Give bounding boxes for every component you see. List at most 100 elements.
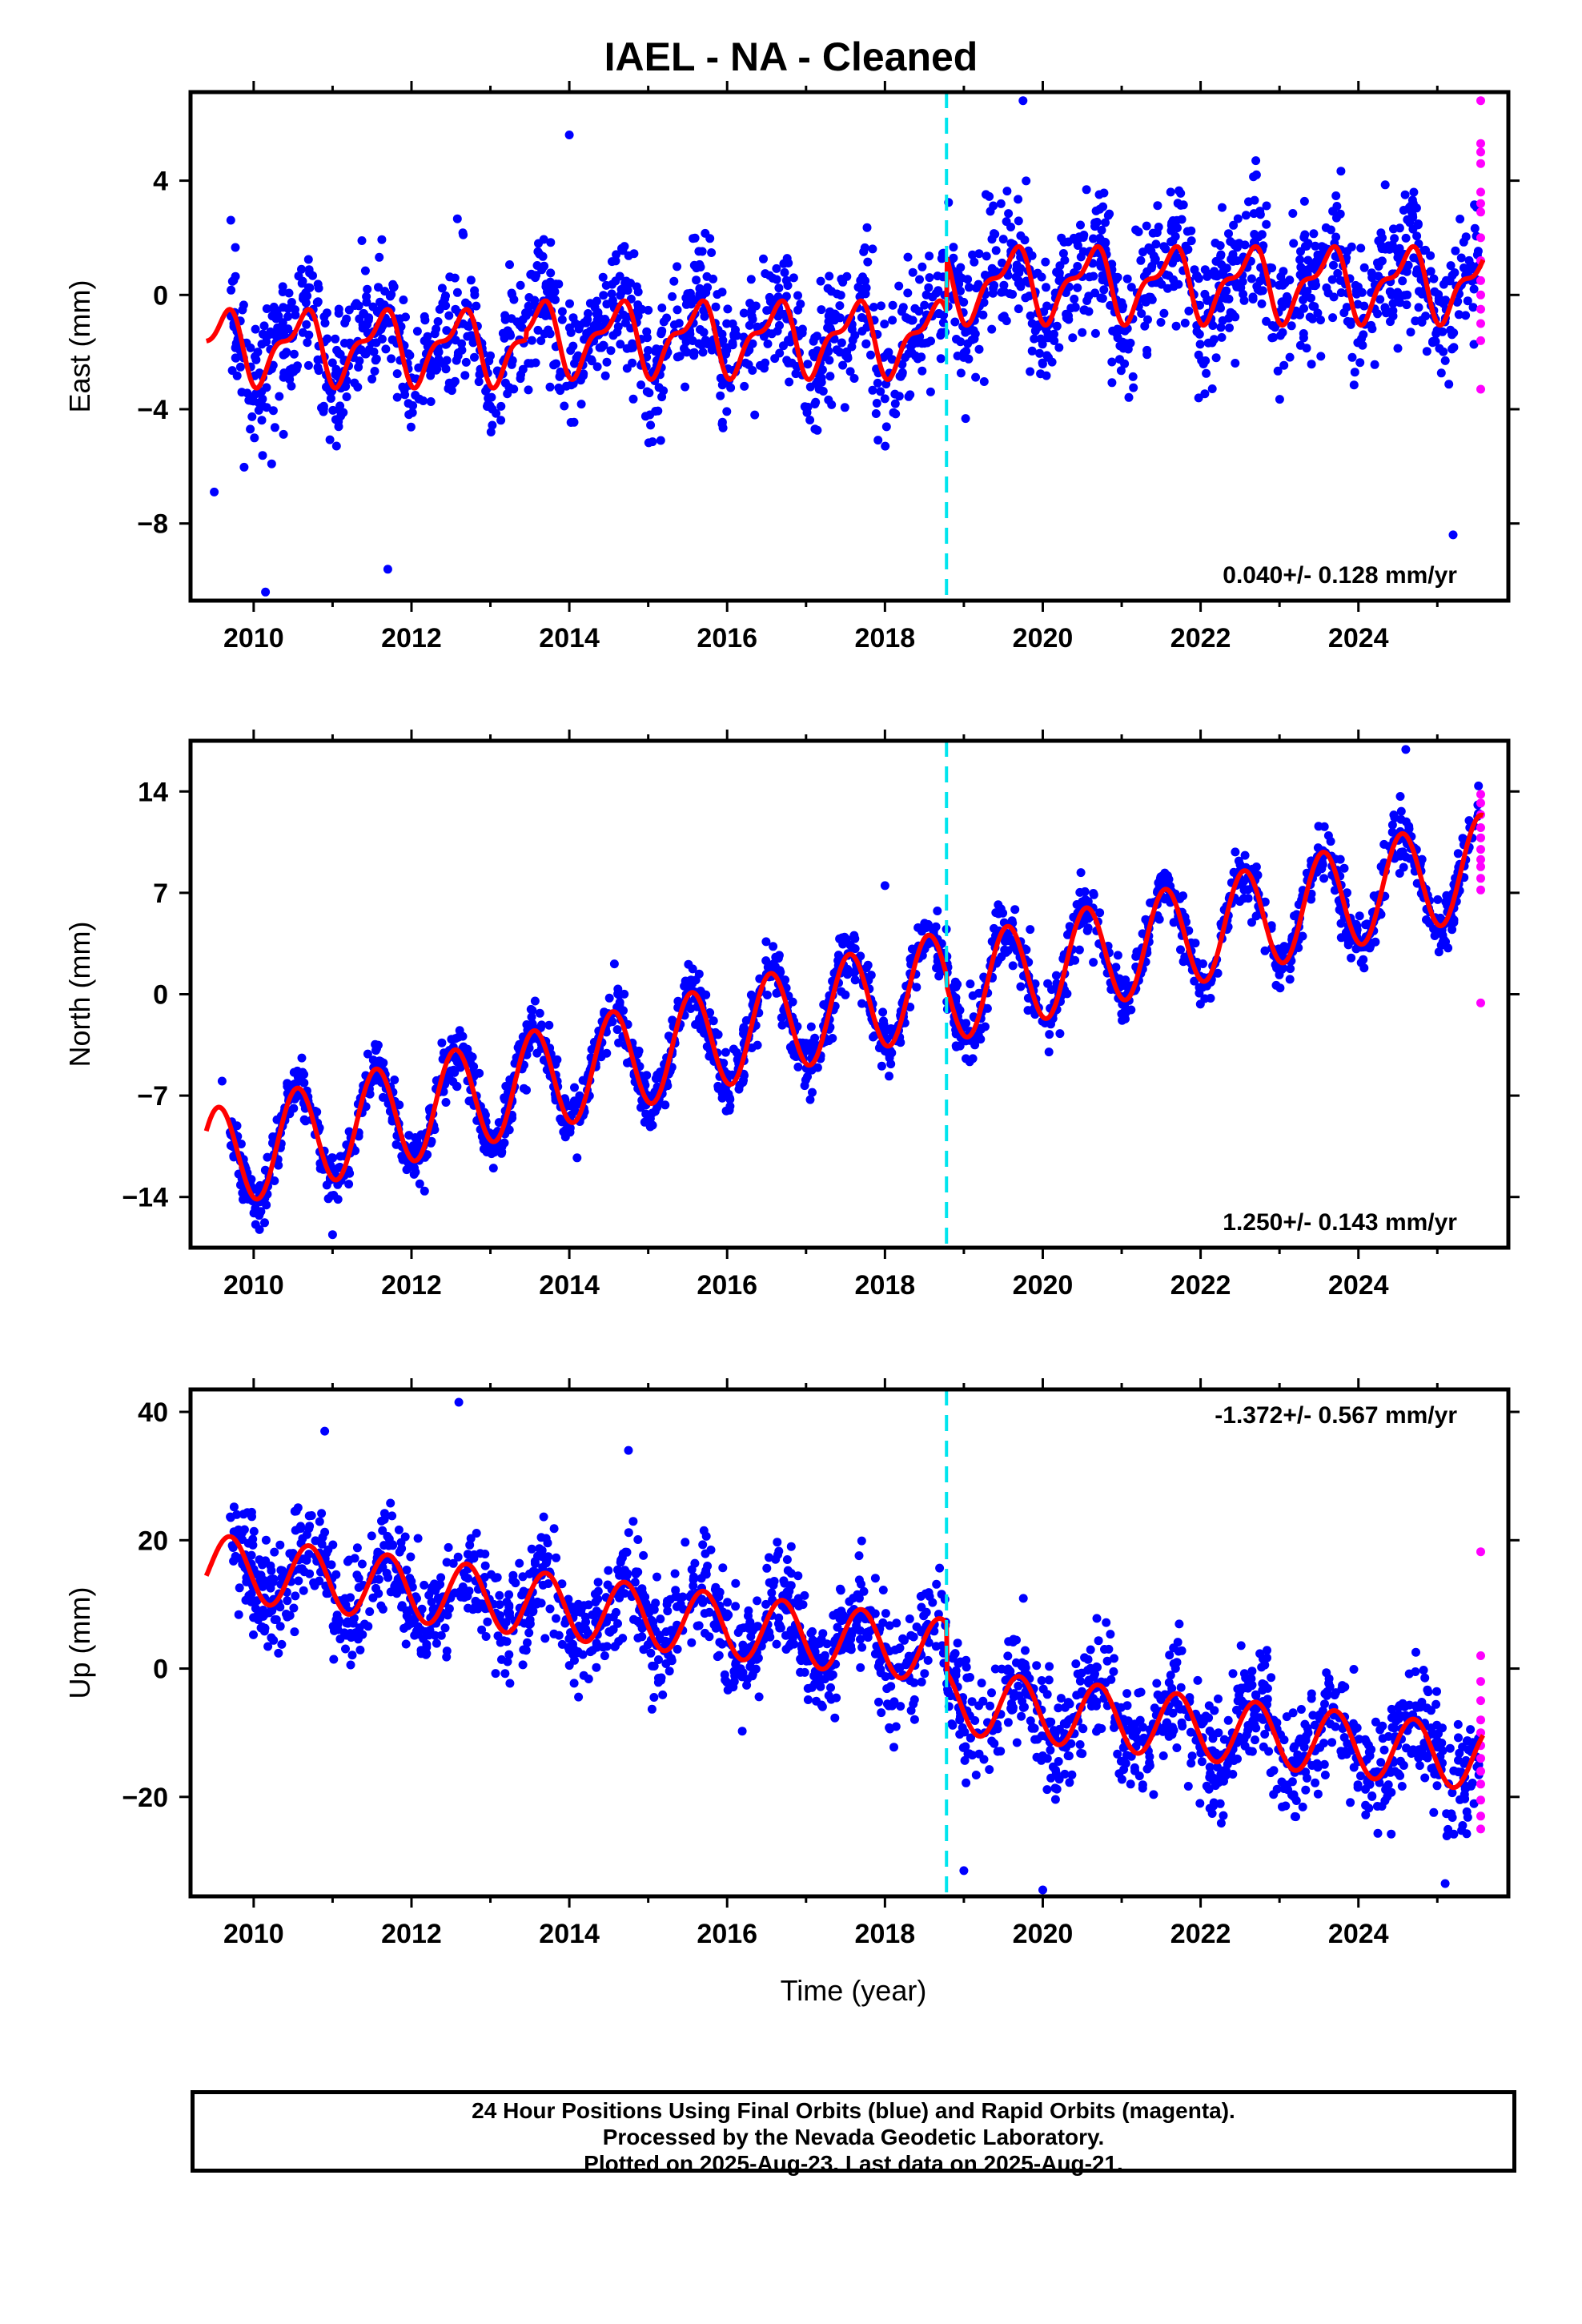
east-final-point	[289, 349, 299, 359]
north-final-point	[528, 1019, 537, 1028]
east-final-point	[915, 275, 924, 284]
north-x-tick-label: 2024	[1328, 1270, 1389, 1301]
up-final-point	[633, 1633, 643, 1642]
east-final-point	[1166, 237, 1176, 247]
east-final-point	[472, 301, 481, 311]
east-final-point	[1211, 239, 1220, 247]
east-final-point	[239, 300, 248, 310]
east-final-point	[1279, 267, 1288, 276]
east-final-point	[557, 315, 567, 324]
east-final-point	[1211, 353, 1221, 363]
north-final-point	[800, 1081, 809, 1091]
north-y-tick-label: −7	[137, 1081, 168, 1112]
up-final-point	[1397, 1782, 1407, 1791]
up-final-point	[1247, 1667, 1257, 1676]
up-final-point	[935, 1563, 945, 1573]
east-final-point	[554, 279, 564, 289]
north-final-point	[725, 1105, 734, 1115]
east-final-point	[1058, 249, 1068, 258]
north-final-point	[1055, 1029, 1065, 1039]
north-final-point	[998, 908, 1008, 918]
east-x-tick-label: 2012	[381, 623, 442, 653]
east-final-point	[1402, 300, 1411, 310]
east-final-point	[1026, 367, 1035, 376]
east-final-point	[1434, 296, 1443, 306]
east-final-point	[765, 297, 775, 307]
east-final-point	[1278, 297, 1287, 307]
east-final-point	[759, 332, 769, 341]
east-final-point	[890, 399, 900, 408]
east-final-point	[1295, 270, 1305, 279]
north-rapid-point	[1476, 845, 1485, 854]
east-final-point	[1400, 190, 1410, 199]
east-final-point	[247, 412, 257, 421]
east-final-point	[1313, 308, 1323, 318]
east-final-point	[964, 283, 974, 292]
east-final-point	[1054, 343, 1064, 352]
north-final-point	[781, 975, 790, 985]
east-final-point	[673, 262, 682, 271]
north-y-tick-label: −14	[122, 1183, 168, 1213]
east-final-point	[1054, 276, 1064, 285]
north-final-point	[236, 1180, 245, 1190]
east-final-point	[1329, 260, 1338, 270]
east-final-point	[648, 437, 657, 447]
east-final-point	[251, 352, 259, 361]
up-final-point	[1102, 1618, 1111, 1627]
east-final-point	[1430, 287, 1439, 296]
north-final-point	[1352, 921, 1362, 931]
up-final-point	[967, 1697, 977, 1707]
north-final-point	[501, 1081, 511, 1091]
east-final-point	[620, 279, 630, 287]
east-final-point	[644, 305, 653, 315]
east-final-point	[722, 407, 732, 416]
north-final-point	[701, 990, 711, 999]
east-final-point	[606, 346, 616, 356]
north-final-point	[861, 963, 871, 973]
east-final-point	[437, 283, 447, 293]
east-final-point	[1002, 187, 1012, 196]
north-final-point	[1120, 1007, 1130, 1016]
east-final-point	[1005, 289, 1014, 299]
north-final-point	[479, 1136, 488, 1146]
east-final-point	[1285, 352, 1295, 362]
east-final-point	[680, 344, 689, 353]
east-final-point	[1115, 341, 1125, 351]
east-final-point	[433, 317, 443, 326]
east-final-point	[314, 283, 323, 293]
east-final-point	[1035, 348, 1044, 358]
north-final-point	[661, 1100, 670, 1110]
north-final-point	[459, 1042, 468, 1051]
east-rapid-point	[1476, 290, 1485, 300]
north-final-point	[365, 1089, 375, 1099]
east-final-point	[246, 343, 255, 352]
east-final-point	[845, 367, 855, 376]
up-final-point	[289, 1603, 299, 1613]
east-x-tick-label: 2022	[1170, 623, 1231, 653]
east-final-point	[767, 329, 777, 339]
east-final-point	[599, 291, 608, 300]
east-final-point	[968, 250, 978, 259]
east-final-point	[1327, 275, 1337, 284]
east-final-point	[1200, 389, 1210, 399]
east-final-point	[1138, 247, 1148, 257]
north-final-point	[857, 999, 866, 1008]
east-final-point	[1459, 263, 1468, 272]
east-final-point	[1357, 334, 1367, 344]
up-final-point	[290, 1627, 299, 1637]
east-final-point	[1251, 170, 1261, 179]
east-x-tick-label: 2020	[1013, 623, 1074, 653]
east-final-point	[959, 297, 969, 307]
east-final-point	[1194, 350, 1203, 360]
up-final-point	[905, 1614, 914, 1623]
north-final-point	[837, 987, 846, 996]
east-final-point	[1070, 302, 1080, 312]
north-final-point	[835, 934, 845, 943]
east-final-point	[1128, 372, 1138, 381]
east-final-point	[1449, 328, 1459, 338]
up-final-point	[592, 1663, 601, 1672]
east-final-point	[745, 320, 754, 330]
east-final-point	[950, 317, 960, 327]
north-final-point	[725, 1095, 735, 1104]
